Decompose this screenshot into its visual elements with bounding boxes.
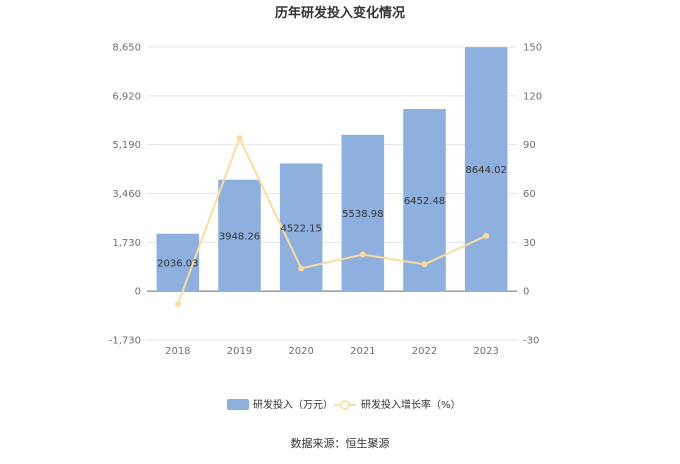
right-axis-ticks: -30 0 30 60 90 120 150 — [523, 43, 542, 347]
bar[interactable] — [464, 47, 508, 292]
left-tick-label: 6,920 — [112, 91, 141, 102]
left-tick-label: 8,650 — [112, 43, 141, 54]
left-tick-label: 1,730 — [112, 238, 141, 249]
bar-value-label: 2036.03 — [157, 258, 198, 269]
legend-bar-swatch — [227, 399, 249, 410]
right-tick-label: -30 — [523, 336, 539, 347]
x-tick-label: 2022 — [412, 346, 437, 357]
grid — [147, 46, 517, 341]
right-tick-label: 60 — [523, 189, 536, 200]
x-tick-label: 2020 — [288, 346, 313, 357]
bar-value-label: 8644.02 — [465, 165, 506, 176]
legend-line-marker — [340, 400, 350, 410]
legend-item-bar[interactable]: 研发投入（万元） — [227, 398, 333, 411]
left-tick-label: -1,730 — [109, 336, 141, 347]
bar[interactable] — [218, 179, 261, 292]
bars — [156, 47, 508, 292]
growth-point[interactable] — [236, 135, 243, 142]
bar-labels: 2036.03 3948.26 4522.15 5538.98 6452.48 8644.… — [157, 165, 507, 269]
right-tick-label: 150 — [523, 43, 542, 54]
right-tick-label: 0 — [523, 287, 529, 298]
chart-title: 历年研发投入变化情况 — [275, 5, 405, 21]
left-axis-ticks: -1,730 0 1,730 3,460 5,190 6,920 8,650 — [109, 43, 141, 347]
bar-value-label: 3948.26 — [219, 231, 260, 242]
x-tick-label: 2018 — [165, 346, 190, 357]
left-tick-label: 5,190 — [112, 140, 141, 151]
bar-value-label: 4522.15 — [280, 223, 321, 234]
bar[interactable] — [156, 233, 200, 292]
growth-line-path — [176, 135, 487, 305]
right-tick-label: 30 — [523, 238, 536, 249]
growth-point[interactable] — [174, 301, 181, 308]
right-tick-label: 90 — [523, 140, 536, 151]
growth-line — [174, 135, 490, 308]
growth-point[interactable] — [421, 261, 428, 268]
right-tick-label: 120 — [523, 91, 542, 102]
bar-value-label: 6452.48 — [404, 196, 445, 207]
legend-bar-label: 研发投入（万元） — [253, 398, 333, 411]
x-axis-ticks: 2018 2019 2020 2021 2022 2023 — [165, 346, 499, 357]
bar[interactable] — [341, 134, 385, 292]
growth-point[interactable] — [298, 265, 305, 272]
growth-point[interactable] — [483, 232, 490, 239]
left-tick-label: 3,460 — [112, 189, 141, 200]
bar-value-label: 5538.98 — [342, 209, 383, 220]
x-tick-label: 2023 — [473, 346, 498, 357]
growth-point[interactable] — [359, 251, 366, 258]
legend-item-line[interactable]: 研发投入增长率（%） — [334, 398, 461, 411]
legend: 研发投入（万元） 研发投入增长率（%） — [227, 398, 461, 411]
bar[interactable] — [403, 109, 446, 292]
source-note: 数据来源：恒生聚源 — [291, 436, 390, 450]
x-tick-label: 2019 — [227, 346, 252, 357]
left-tick-label: 0 — [135, 287, 141, 298]
legend-line-label: 研发投入增长率（%） — [361, 398, 461, 411]
x-tick-label: 2021 — [350, 346, 375, 357]
